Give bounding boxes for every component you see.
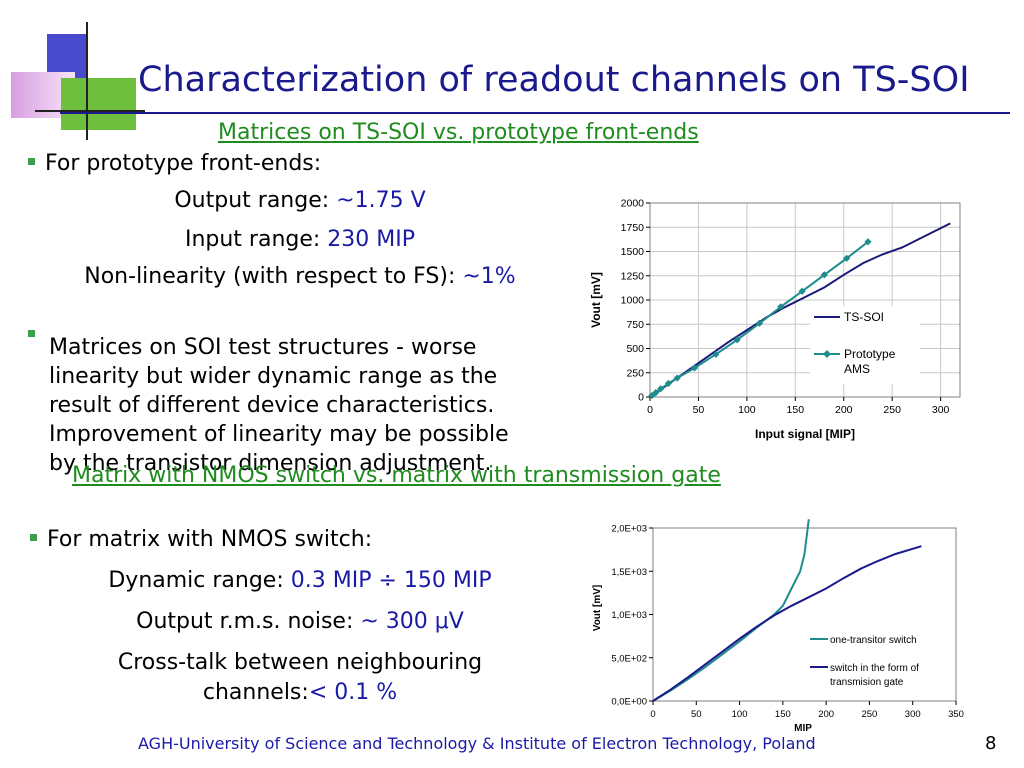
bullet2-line: Improvement of linearity may be possible bbox=[49, 422, 509, 447]
x-tick-label: 0 bbox=[650, 709, 655, 720]
legend-box bbox=[810, 306, 920, 384]
data-point bbox=[673, 374, 681, 382]
nonlinearity-label: Non-linearity (with respect to FS): bbox=[84, 264, 463, 289]
legend-label-one-transistor: one-transitor switch bbox=[830, 635, 917, 646]
x-tick-label: 350 bbox=[948, 709, 964, 720]
y-tick-label: 250 bbox=[626, 367, 644, 379]
bullet-square-icon bbox=[30, 533, 37, 541]
noise-value: ~ 300 μV bbox=[360, 609, 464, 634]
section2-heading: Matrix with NMOS switch vs. matrix with … bbox=[72, 463, 721, 488]
section2-bullet1: For matrix with NMOS switch: bbox=[30, 527, 372, 552]
input-range-value: 230 MIP bbox=[327, 227, 416, 252]
chart-nmos-vs-transmission-gate: 0,0E+00 5,0E+02 1,0E+03 1,5E+03 2,0E+03 0 50 10… bbox=[592, 519, 964, 734]
legend-label-transmission-gate-line1: switch in the form of bbox=[830, 663, 919, 674]
x-tick-label: 300 bbox=[932, 404, 950, 416]
logo-square-green bbox=[61, 78, 136, 130]
data-point bbox=[712, 350, 720, 358]
logo-decoration bbox=[0, 0, 150, 140]
y-tick-label: 500 bbox=[626, 343, 644, 355]
bullet2-line: linearity but wider dynamic range as the bbox=[49, 364, 498, 389]
data-point bbox=[864, 238, 872, 246]
x-tick-label: 150 bbox=[787, 404, 805, 416]
crosstalk-label: channels: bbox=[202, 680, 309, 705]
noise-label: Output r.m.s. noise: bbox=[136, 609, 361, 634]
legend-label-tssoi: TS-SOI bbox=[844, 310, 884, 324]
section1-bullet1: For prototype front-ends: bbox=[28, 151, 321, 176]
bullet2-line: by the transistor dimension adjustment. bbox=[49, 451, 492, 476]
page-number: 8 bbox=[985, 733, 997, 754]
x-tick-label: 200 bbox=[818, 709, 834, 720]
y-tick-label: 2000 bbox=[621, 198, 645, 210]
x-tick-label: 50 bbox=[691, 709, 702, 720]
x-axis-label: Input signal [MIP] bbox=[755, 427, 855, 441]
nonlinearity-value: ~1% bbox=[462, 264, 516, 289]
noise-line: Output r.m.s. noise: ~ 300 μV bbox=[40, 609, 560, 634]
bullet2-line: Matrices on SOI test structures - worse bbox=[49, 335, 477, 360]
x-tick-label: 100 bbox=[732, 709, 748, 720]
section1-heading: Matrices on TS-SOI vs. prototype front-e… bbox=[218, 120, 699, 145]
y-tick-label: 0,0E+00 bbox=[611, 697, 647, 708]
x-tick-label: 250 bbox=[861, 709, 877, 720]
bullet1-text: For prototype front-ends: bbox=[45, 151, 322, 176]
logo-horizontal-line bbox=[35, 110, 145, 112]
bullet2-line: result of different device characteristi… bbox=[49, 393, 495, 418]
title-rule bbox=[60, 112, 1010, 114]
chart-tssoi-vs-prototype: 0 250 500 750 1000 1250 1500 1750 2000 0 50 100 150 2… bbox=[589, 198, 961, 441]
logo-vertical-line bbox=[86, 22, 88, 140]
y-tick-label: 1250 bbox=[621, 270, 645, 282]
x-tick-label: 250 bbox=[883, 404, 901, 416]
dynamic-range-label: Dynamic range: bbox=[108, 568, 291, 593]
y-tick-label: 1500 bbox=[621, 246, 645, 258]
footer-text: AGH-University of Science and Technology… bbox=[138, 734, 816, 753]
x-tick-label: 300 bbox=[905, 709, 921, 720]
x-tick-label: 0 bbox=[647, 404, 653, 416]
input-range-line: Input range: 230 MIP bbox=[50, 227, 550, 252]
bullet-square-icon bbox=[28, 157, 35, 165]
bullet-square-icon bbox=[28, 329, 35, 337]
series-line-2 bbox=[652, 545, 922, 702]
legend-label-prototype-line1: Prototype bbox=[844, 347, 896, 361]
x-tick-label: 100 bbox=[738, 404, 756, 416]
y-tick-label: 1,0E+03 bbox=[611, 610, 647, 621]
legend-label-prototype-line2: AMS bbox=[844, 362, 870, 376]
dynamic-range-line: Dynamic range: 0.3 MIP ÷ 150 MIP bbox=[40, 568, 560, 593]
crosstalk-line1: Cross-talk between neighbouring bbox=[117, 650, 483, 675]
data-point bbox=[657, 385, 665, 393]
section2-bullet1-text: For matrix with NMOS switch: bbox=[47, 527, 373, 552]
y-tick-label: 2,0E+03 bbox=[611, 524, 647, 535]
y-tick-label: 1000 bbox=[621, 295, 645, 307]
crosstalk-line2: channels:< 0.1 % bbox=[40, 680, 560, 705]
y-tick-label: 1750 bbox=[621, 222, 645, 234]
nonlinearity-line: Non-linearity (with respect to FS): ~1% bbox=[50, 264, 550, 289]
section1-bullet2: Matrices on SOI test structures - worse … bbox=[28, 304, 588, 478]
legend-label-transmission-gate-line2: transmision gate bbox=[830, 677, 904, 688]
output-range-label: Output range: bbox=[174, 188, 337, 213]
output-range-line: Output range: ~1.75 V bbox=[50, 188, 550, 213]
y-tick-label: 0 bbox=[638, 392, 644, 404]
slide-title: Characterization of readout channels on … bbox=[138, 60, 970, 100]
legend-marker-prototype bbox=[823, 350, 831, 358]
x-tick-label: 50 bbox=[693, 404, 705, 416]
x-tick-label: 200 bbox=[835, 404, 853, 416]
y-axis-label: Vout [mV] bbox=[592, 585, 603, 631]
y-tick-label: 5,0E+02 bbox=[611, 653, 647, 664]
data-point bbox=[664, 379, 673, 388]
data-point bbox=[652, 389, 660, 397]
output-range-value: ~1.75 V bbox=[336, 188, 426, 213]
x-axis-label: MIP bbox=[794, 723, 812, 734]
y-tick-label: 1,5E+03 bbox=[611, 567, 647, 578]
x-tick-label: 150 bbox=[775, 709, 791, 720]
input-range-label: Input range: bbox=[184, 227, 328, 252]
y-axis-label: Vout [mV] bbox=[589, 272, 603, 328]
crosstalk-value: < 0.1 % bbox=[308, 680, 398, 705]
dynamic-range-value: 0.3 MIP ÷ 150 MIP bbox=[290, 568, 492, 593]
y-tick-label: 750 bbox=[626, 319, 644, 331]
